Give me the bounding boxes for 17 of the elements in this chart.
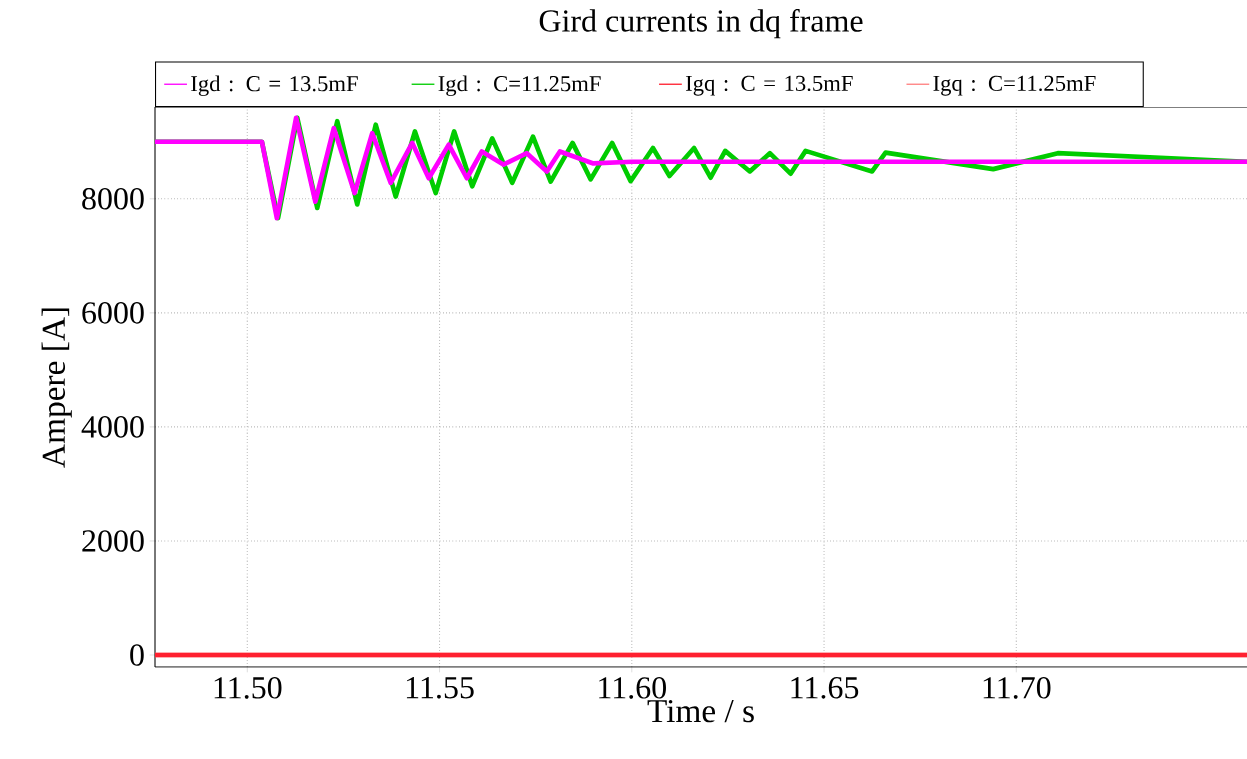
legend-label: Igd : C=11.25mF	[438, 75, 601, 97]
x-tick-label: 11.55	[406, 677, 474, 699]
y-tick-label: 4000	[81, 416, 144, 438]
legend-label: Igd : C = 13.5mF	[191, 75, 358, 97]
y-tick-label: 6000	[82, 302, 144, 324]
legend-label: Igq : C=11.25mF	[933, 75, 1096, 96]
x-axis-title: Time / s	[647, 699, 754, 723]
x-tick-label: 11.50	[214, 677, 282, 699]
y-axis-title: Ampere [A]	[41, 308, 72, 468]
y-tick-label: 8000	[82, 187, 144, 210]
x-tick-label: 11.60	[599, 677, 666, 699]
legend-label: Igq : C = 13.5mF	[685, 75, 853, 96]
x-tick-label: 11.70	[983, 677, 1051, 699]
y-tick-label: 2000	[82, 530, 144, 552]
y-tick-label: 0	[130, 644, 144, 666]
chart-title: Gird currents in dq frame	[539, 8, 863, 39]
x-tick-label: 11.65	[791, 677, 859, 699]
